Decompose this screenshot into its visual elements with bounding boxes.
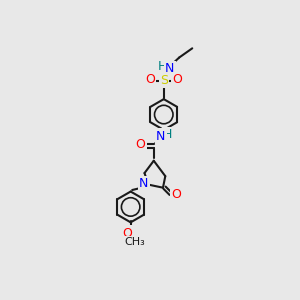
- Text: O: O: [136, 138, 146, 151]
- Text: CH₃: CH₃: [124, 237, 145, 248]
- Text: O: O: [173, 74, 183, 86]
- Text: O: O: [122, 226, 132, 240]
- Text: N: N: [156, 130, 165, 142]
- Text: O: O: [145, 74, 155, 86]
- Text: S: S: [160, 74, 168, 87]
- Text: H: H: [163, 128, 172, 141]
- Text: H: H: [158, 60, 167, 73]
- Text: N: N: [165, 62, 175, 75]
- Text: O: O: [171, 188, 181, 201]
- Text: N: N: [139, 177, 148, 190]
